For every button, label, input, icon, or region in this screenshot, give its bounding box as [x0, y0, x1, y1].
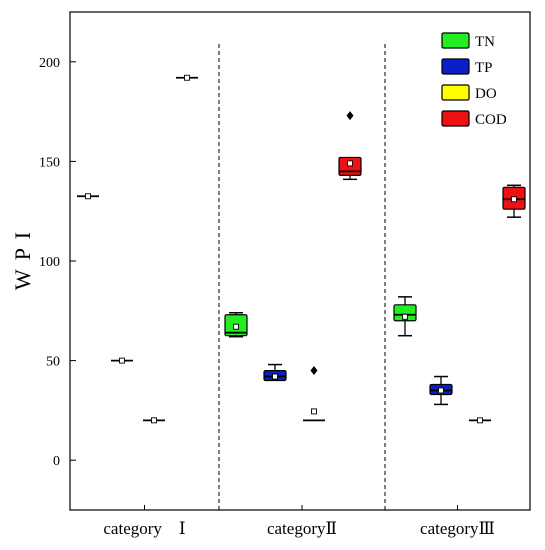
legend-swatch-do [441, 84, 470, 101]
mean-marker [272, 373, 278, 380]
box-cod [338, 156, 362, 176]
mean-marker [347, 160, 353, 167]
legend-swatch-cod [441, 110, 470, 127]
mean-marker [402, 313, 408, 320]
y-tick-label: 100 [39, 255, 60, 270]
mean-marker [511, 196, 517, 203]
x-category-label: categoryⅢ [420, 519, 495, 538]
legend-swatch-tn [441, 32, 470, 49]
legend-label-tn: TN [475, 34, 495, 50]
mean-marker [151, 417, 157, 424]
box-tn [393, 304, 417, 322]
mean-marker [85, 193, 91, 200]
legend-swatch-tp [441, 58, 470, 75]
mean-marker [477, 417, 483, 424]
x-category-label: categoryⅡ [267, 519, 337, 538]
outlier-point [310, 366, 318, 376]
y-tick-label: 200 [39, 56, 60, 71]
y-axis-label: W P I [10, 230, 35, 290]
y-tick-label: 50 [46, 355, 60, 370]
x-category-label: category Ⅰ [103, 519, 185, 538]
mean-marker [311, 408, 317, 415]
mean-marker [233, 323, 239, 330]
y-tick-label: 0 [53, 454, 60, 469]
mean-marker [438, 387, 444, 394]
outlier-point [346, 111, 354, 121]
mean-marker [119, 357, 125, 364]
legend-label-cod: COD [475, 112, 507, 128]
legend-label-do: DO [475, 86, 497, 102]
mean-marker [184, 74, 190, 81]
legend-label-tp: TP [475, 60, 493, 76]
y-tick-label: 150 [39, 155, 60, 170]
